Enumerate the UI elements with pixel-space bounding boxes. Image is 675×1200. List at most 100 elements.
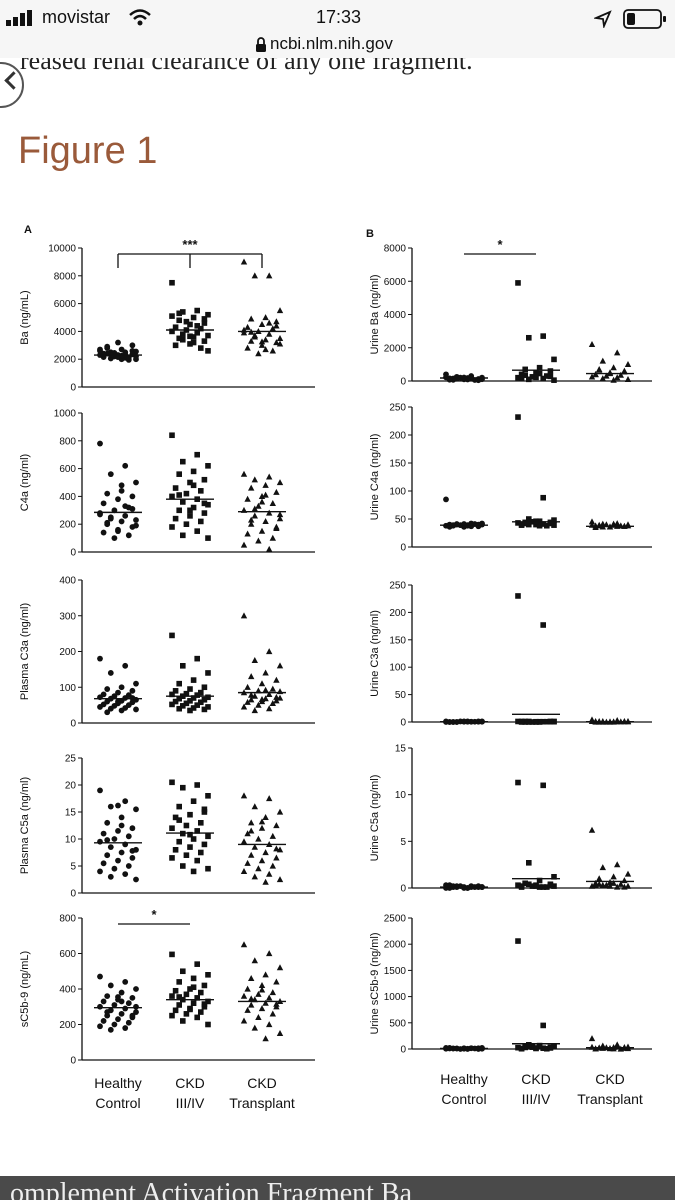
data-point (122, 1025, 129, 1031)
data-point (258, 338, 266, 345)
address-bar[interactable]: ncbi.nlm.nih.gov (0, 32, 675, 58)
data-point (273, 845, 280, 852)
data-point (273, 322, 280, 329)
data-point (547, 373, 554, 380)
data-point (133, 876, 139, 883)
data-point (198, 820, 204, 826)
data-point (205, 670, 211, 676)
data-point (269, 534, 276, 541)
y-tick-label: 50 (395, 690, 407, 701)
data-point (111, 865, 118, 872)
data-point (111, 1021, 118, 1028)
data-point (518, 884, 525, 890)
data-point (526, 860, 532, 866)
next-section-heading: omplement Activation Fragment Ba (0, 1176, 675, 1200)
data-point (180, 1018, 186, 1024)
data-point (262, 518, 269, 525)
data-point (262, 686, 269, 693)
data-point (522, 520, 528, 527)
data-point (169, 328, 175, 335)
data-point (266, 545, 273, 552)
data-point (551, 1043, 557, 1049)
data-point (118, 989, 125, 996)
data-point (115, 802, 121, 809)
data-point (540, 494, 546, 501)
data-point (269, 862, 276, 869)
data-point (104, 343, 111, 350)
data-point (262, 878, 269, 885)
data-point (240, 612, 248, 619)
data-point (205, 865, 211, 872)
data-point (258, 982, 266, 989)
y-tick-label: 15 (395, 744, 407, 755)
x-category-label: Healthy (94, 1075, 141, 1091)
data-point (240, 541, 248, 548)
data-point (205, 833, 211, 840)
data-point (544, 884, 550, 890)
y-tick-label: 1500 (384, 966, 407, 977)
article-text: reased renal clearance of any one fragme… (20, 58, 473, 75)
y-tick-label: 200 (59, 647, 76, 658)
data-point (97, 787, 103, 794)
data-point (107, 705, 114, 712)
data-point (201, 841, 208, 848)
data-point (536, 522, 543, 529)
data-point (176, 1002, 182, 1008)
data-point (97, 1003, 103, 1010)
data-point (551, 874, 557, 880)
data-point (118, 822, 125, 829)
data-point (251, 803, 258, 810)
data-point (198, 1009, 204, 1015)
data-point (592, 881, 599, 888)
data-point (273, 488, 280, 495)
x-category-label: III/IV (522, 1091, 551, 1107)
data-point (540, 1022, 546, 1029)
data-point (266, 330, 273, 337)
data-point (240, 992, 248, 999)
data-point (176, 680, 182, 687)
data-point (596, 875, 603, 882)
data-point (276, 515, 284, 522)
data-point (266, 691, 273, 697)
data-point (201, 338, 208, 344)
data-point (518, 371, 525, 378)
data-point (133, 356, 139, 363)
data-point (169, 313, 175, 319)
data-point (262, 314, 269, 321)
data-point (97, 440, 103, 447)
data-point (194, 323, 200, 329)
data-point (248, 1001, 255, 1008)
chart-6: 0 50 100 150 200 250 Urine C4a (ng/ml) (369, 403, 652, 554)
data-point (176, 838, 182, 845)
data-point (248, 691, 255, 698)
data-point (276, 1029, 284, 1036)
data-point (169, 779, 175, 786)
y-tick-label: 0 (400, 1045, 406, 1056)
data-point (180, 309, 186, 315)
data-point (251, 505, 258, 512)
data-point (190, 677, 197, 683)
data-point (544, 718, 550, 725)
data-point (100, 830, 107, 837)
y-tick-label: 4000 (384, 310, 407, 321)
data-point (610, 873, 617, 880)
data-point (176, 817, 182, 823)
data-point (133, 706, 139, 713)
data-point (169, 493, 175, 500)
data-point (176, 705, 182, 712)
data-point (169, 632, 175, 639)
data-point (180, 968, 186, 975)
y-tick-label: 0 (400, 718, 406, 729)
battery-icon (623, 9, 666, 29)
chart-8: 0 5 10 15 Urine C5a (ng/ml) (369, 744, 652, 895)
data-point (183, 521, 190, 527)
data-point (592, 371, 599, 378)
data-point (183, 822, 190, 829)
y-axis-label: Plasma C5a (ng/ml) (19, 777, 31, 874)
y-tick-label: 8000 (54, 271, 77, 282)
data-point (276, 307, 284, 314)
data-point (194, 828, 200, 834)
data-point (118, 814, 125, 821)
data-point (118, 346, 125, 353)
data-point (522, 880, 528, 887)
